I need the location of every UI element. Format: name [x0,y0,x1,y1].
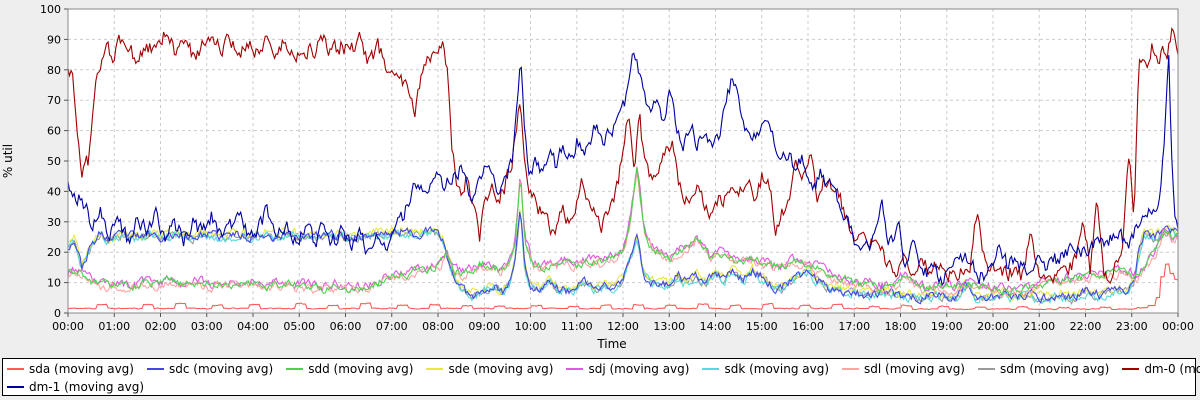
plot-canvas: 0 10 20 30 40 50 60 70 80 90 100 00:00 01:00 02:00 03:… [40,3,1194,333]
legend-swatch-sdk [702,368,720,370]
x-tick-label: 01:00 [98,320,130,333]
legend-swatch-sdl [842,368,860,370]
y-axis-title: % util [1,143,15,179]
legend-swatch-sde [426,368,444,370]
x-tick-label: 00:00 [52,320,84,333]
legend-label: sdc (moving avg) [168,362,274,376]
x-tick-label: 07:00 [376,320,408,333]
x-tick-label: 20:00 [977,320,1009,333]
legend-label: sde (moving avg) [448,362,554,376]
y-tick-label: 30 [47,216,61,229]
legend-item-sdc: sdc (moving avg) [146,362,274,376]
y-tick-label: 90 [47,33,61,46]
legend-swatch-sdc [146,368,164,370]
legend-row-1: sda (moving avg) sdc (moving avg) sdd (mov… [7,360,1200,378]
legend-swatch-sdd [286,368,304,370]
x-tick-label: 16:00 [792,320,824,333]
x-tick-label: 05:00 [283,320,315,333]
legend-label: sdd (moving avg) [308,362,414,376]
x-tick-label: 18:00 [885,320,917,333]
legend-swatch-sdj [566,368,584,370]
x-tick-label: 21:00 [1023,320,1055,333]
series-line-sda [68,263,1179,311]
legend-item-sdl: sdl (moving avg) [842,362,965,376]
x-tick-label: 02:00 [145,320,177,333]
legend-label: sdl (moving avg) [864,362,965,376]
x-tick-label: 17:00 [838,320,870,333]
x-tick-label: 23:00 [1116,320,1148,333]
x-axis-title: Time [597,337,627,351]
y-tick-label: 0 [54,307,61,320]
series-line-dm-1 [67,52,1179,286]
y-tick-label: 40 [47,185,61,198]
y-tick-label: 10 [47,277,61,290]
x-tick-label: 12:00 [607,320,639,333]
x-tick-label: 08:00 [422,320,454,333]
x-tick-label: 14:00 [700,320,732,333]
x-tick-label: 06:00 [330,320,362,333]
y-tick-label: 60 [47,125,61,138]
legend-item-dm-0: dm-0 (moving avg) [1122,362,1200,376]
legend-label: dm-1 (moving avg) [29,380,145,394]
legend-item-sdk: sdk (moving avg) [702,362,829,376]
x-tick-label: 03:00 [191,320,223,333]
legend-item-sdm: sdm (moving avg) [978,362,1109,376]
y-tick-label: 20 [47,246,61,259]
x-tick-label: 15:00 [746,320,778,333]
legend-swatch-sda [7,368,24,370]
legend-label: sdj (moving avg) [588,362,690,376]
x-tick-label: 09:00 [468,320,500,333]
x-tick-label: 11:00 [561,320,593,333]
x-tick-label: 22:00 [1070,320,1102,333]
legend-swatch-dm-0 [1122,368,1140,370]
x-tick-label: 10:00 [515,320,547,333]
x-tick-label: 13:00 [653,320,685,333]
x-tick-label: 19:00 [931,320,963,333]
legend-label: sdm (moving avg) [1000,362,1110,376]
legend-swatch-dm-1 [7,386,24,388]
x-tick-label: 04:00 [237,320,269,333]
legend-row-2: dm-1 (moving avg) [7,378,1191,396]
legend-label: sdk (moving avg) [724,362,830,376]
y-tick-label: 50 [47,155,61,168]
y-tick-label: 100 [40,3,61,16]
legend-item-sdd: sdd (moving avg) [286,362,413,376]
legend-label: dm-0 (moving avg) [1144,362,1200,376]
legend-label: sda (moving avg) [29,362,134,376]
legend-swatch-sdm [978,368,995,370]
series-line-sdd [67,168,1179,297]
series-line-sdm [67,214,1179,306]
legend-item-sdj: sdj (moving avg) [566,362,689,376]
y-tick-label: 70 [47,94,61,107]
chart-area: 0 10 20 30 40 50 60 70 80 90 100 00:00 01:00 02:00 03:… [1,3,1194,351]
legend-item-sda: sda (moving avg) [7,362,134,376]
legend-item-dm-1: dm-1 (moving avg) [7,380,144,394]
legend: sda (moving avg) sdc (moving avg) sdd (mov… [2,358,1200,396]
x-tick-label: 00:00 [1162,320,1194,333]
legend-item-sde: sde (moving avg) [426,362,553,376]
y-tick-label: 80 [47,64,61,77]
